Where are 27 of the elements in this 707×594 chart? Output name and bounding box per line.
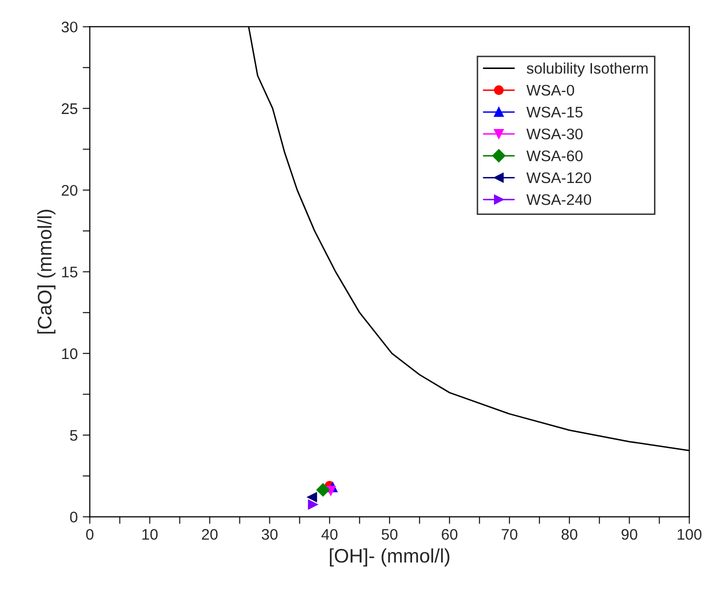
y-tick-label: 0 (70, 512, 78, 522)
x-tick-label: 10 (142, 528, 158, 540)
legend-label: WSA-0 (526, 84, 574, 96)
y-tick-label: 5 (70, 430, 78, 441)
legend-label: solubility Isotherm (526, 62, 648, 77)
y-tick-label: 30 (62, 22, 78, 32)
legend-label: WSA-120 (526, 172, 592, 184)
x-axis-title: [OH]- (mmol/l) (330, 548, 450, 567)
y-tick-label: 10 (62, 348, 78, 360)
x-tick-label: 20 (202, 528, 218, 540)
x-tick-label: 90 (622, 528, 638, 540)
x-tick-label: 0 (86, 528, 94, 540)
legend-label: WSA-240 (526, 194, 592, 206)
x-tick-label: 50 (382, 528, 398, 540)
y-tick-label: 15 (62, 266, 78, 278)
x-tick-label: 60 (442, 528, 458, 540)
y-axis-title: [CaO] (mmol/l) (37, 210, 56, 334)
x-tick-label: 30 (262, 528, 278, 540)
x-tick-label: 80 (562, 528, 578, 540)
y-tick-label: 20 (62, 184, 78, 196)
x-tick-label: 40 (321, 528, 338, 540)
y-tick-label: 25 (62, 103, 78, 114)
x-tick-label: 70 (502, 528, 518, 540)
legend-label: WSA-15 (526, 106, 583, 118)
legend-label: WSA-30 (526, 128, 583, 140)
legend-label: WSA-60 (526, 150, 583, 162)
x-tick-label: 100 (678, 528, 702, 540)
